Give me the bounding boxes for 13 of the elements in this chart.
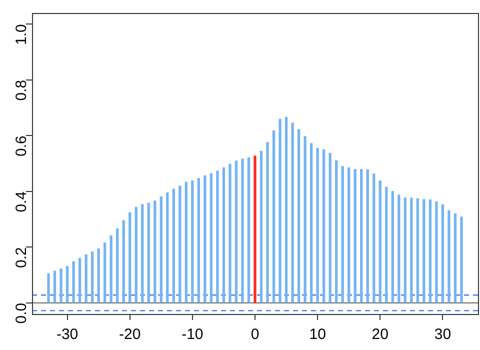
x-tick-label: 20 xyxy=(372,326,388,344)
y-tick-label: 0.8 xyxy=(13,80,30,101)
x-tick-label: 30 xyxy=(434,326,452,344)
y-tick-label: 0.6 xyxy=(13,136,30,156)
y-tick-label: 0.2 xyxy=(13,247,30,268)
x-tick-label: -10 xyxy=(182,326,204,344)
x-tick-label: -30 xyxy=(56,326,78,344)
y-tick-label: 0.0 xyxy=(13,302,30,324)
x-tick-label: -20 xyxy=(119,326,141,344)
y-tick-label: 0.4 xyxy=(13,191,30,212)
x-tick-label: 0 xyxy=(250,326,260,344)
x-tick-label: 10 xyxy=(309,326,326,344)
y-tick-label: 1.0 xyxy=(13,24,30,46)
